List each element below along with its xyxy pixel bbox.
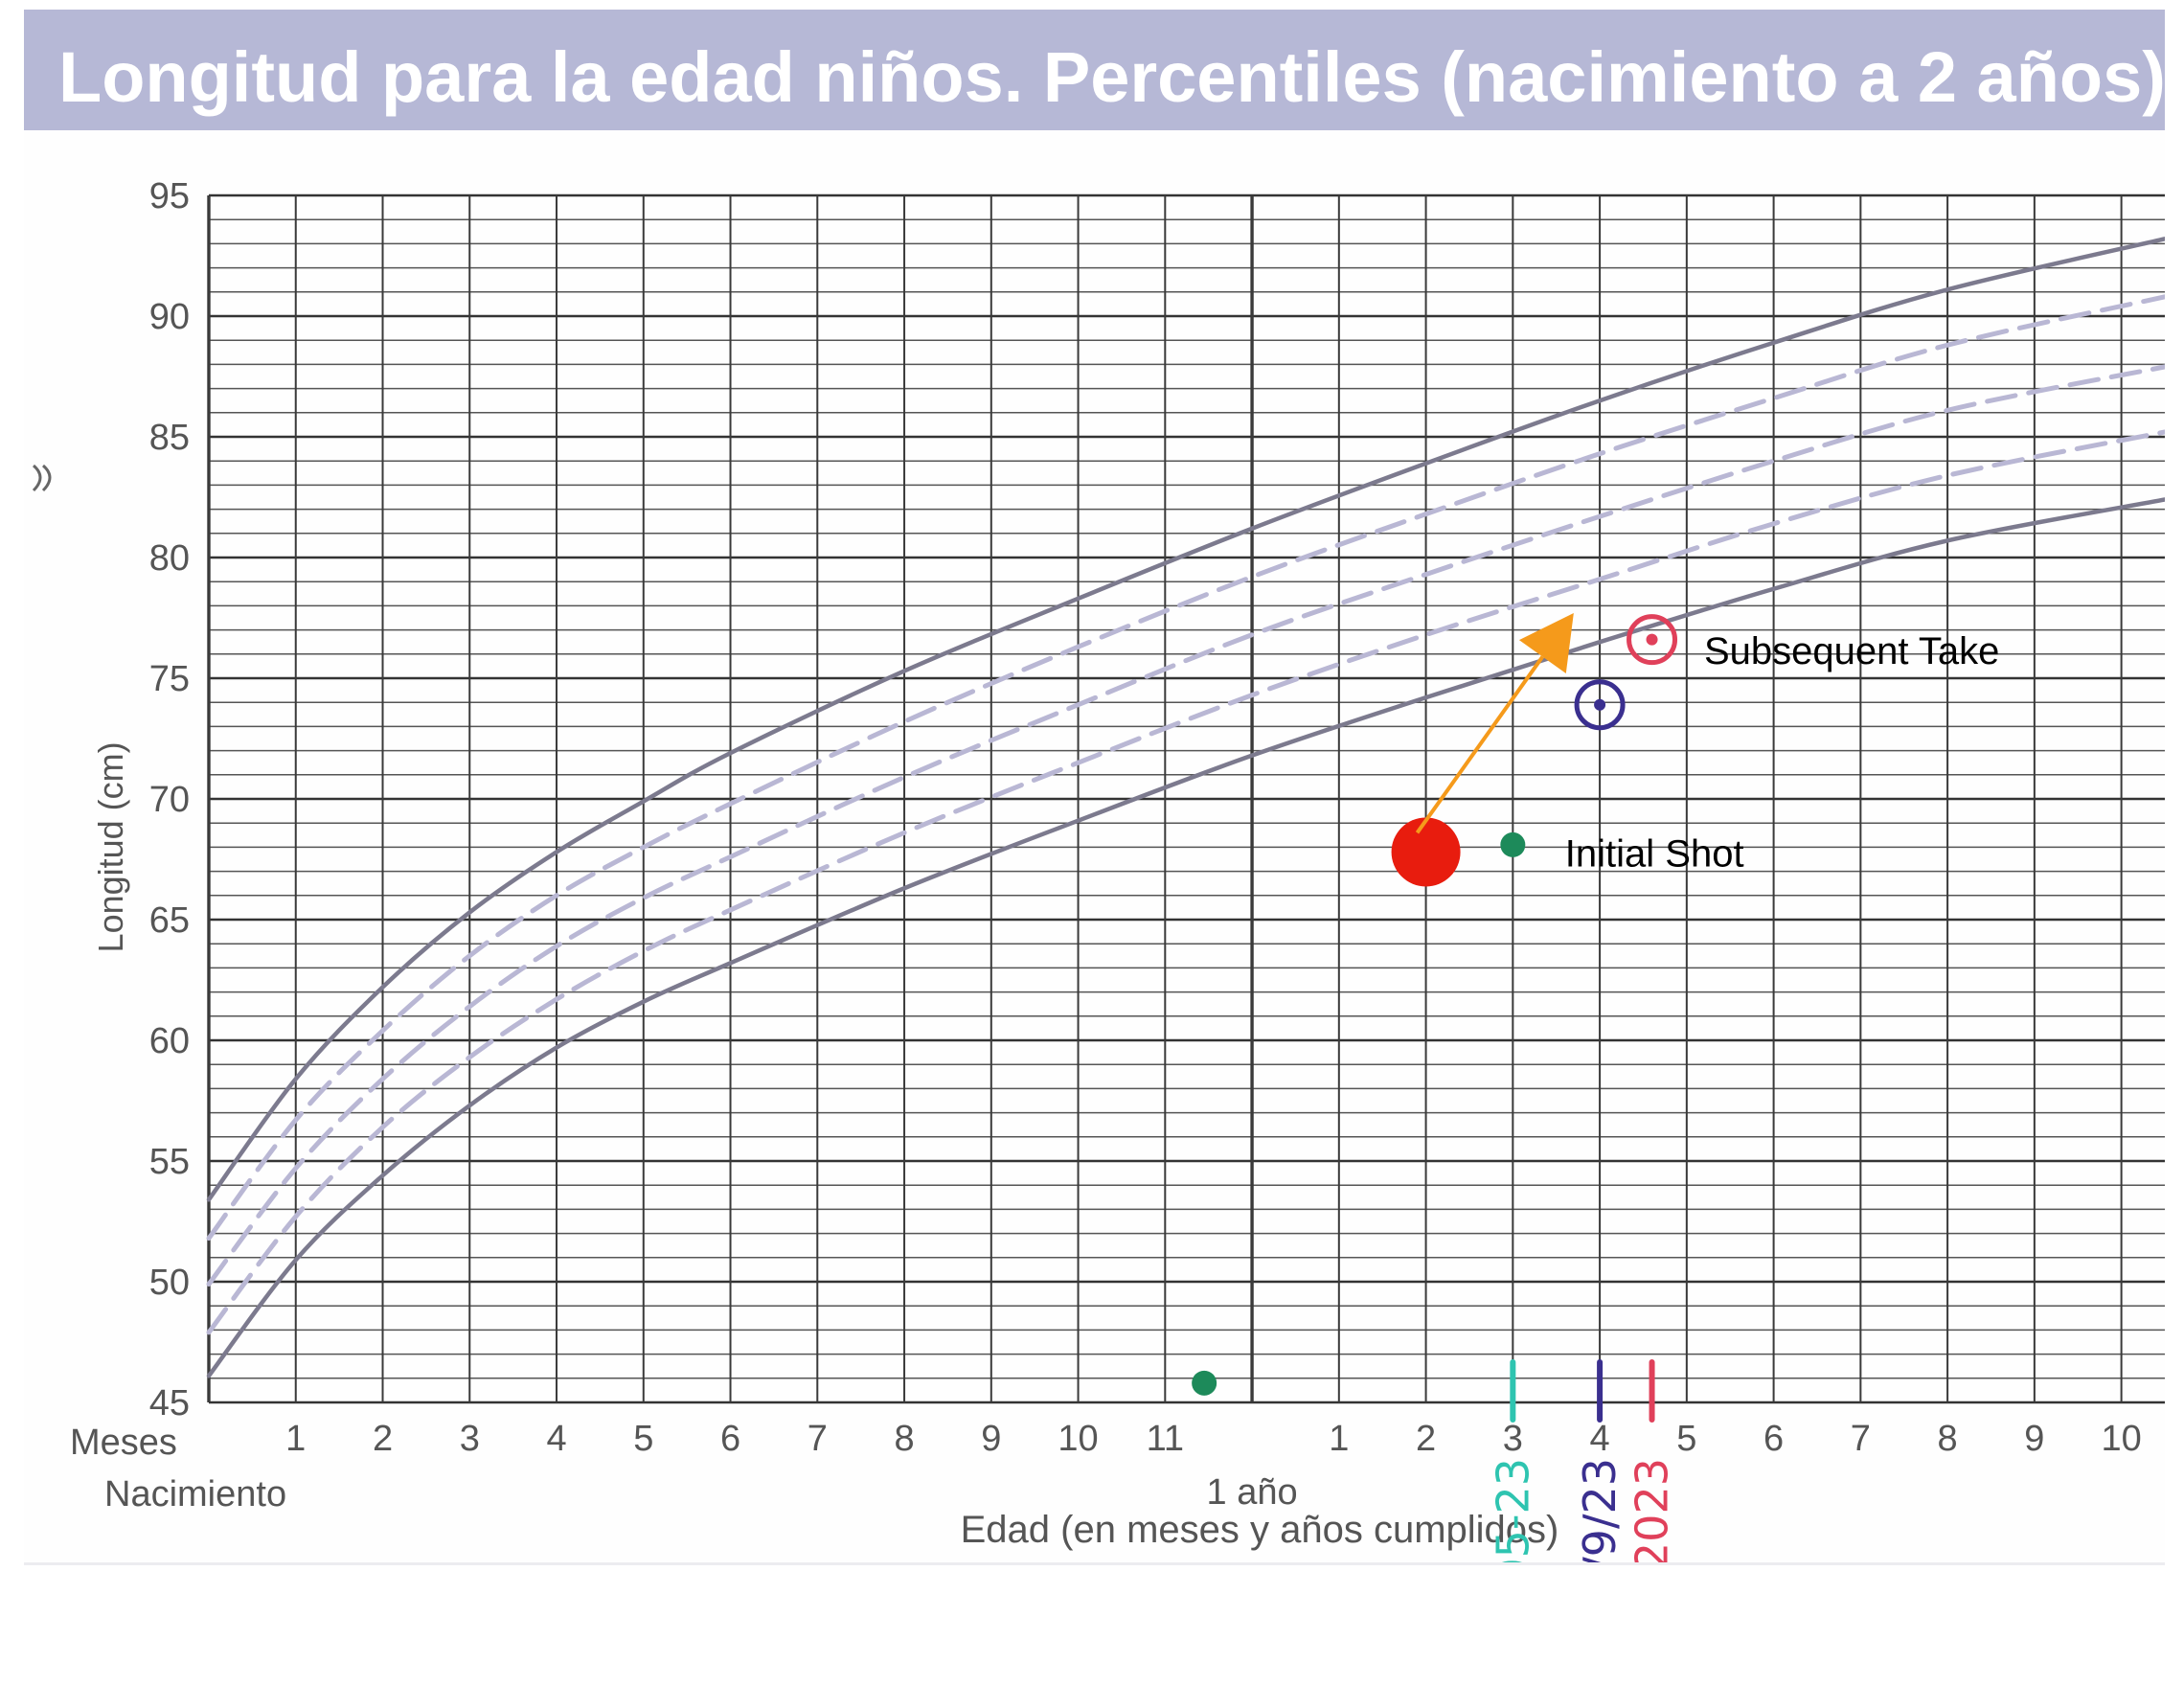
x-tick-label: 5 [633, 1419, 653, 1459]
date-label: 19/9/2023 [1627, 1458, 1678, 1562]
y-tick-label: 50 [149, 1263, 190, 1303]
year-label: 1 año [1207, 1472, 1298, 1513]
x-tick-label: 5 [1676, 1419, 1696, 1459]
title-band: Longitud para la edad niños. Percentiles… [24, 10, 2166, 130]
x-tick-label: 6 [1763, 1419, 1784, 1459]
plotted-point [1646, 633, 1658, 646]
percentile-curve [206, 237, 2165, 1202]
x-tick-label: 11 [1147, 1419, 1184, 1459]
initial-shot-label: Initial Shot [1565, 833, 1744, 876]
x-tick-label: 2 [1416, 1419, 1436, 1459]
date-label: 10-05-23 [1487, 1458, 1538, 1562]
margin-mark [32, 464, 52, 492]
date-label: 05/9/23 [1574, 1458, 1626, 1562]
grid-lines [207, 194, 2165, 1404]
y-axis-title: Longitud (cm) [91, 741, 130, 952]
plotted-point-ring [1574, 679, 1626, 731]
y-tick-label: 60 [149, 1021, 190, 1061]
plotted-point-ring [1627, 614, 1678, 666]
percentile-curves [206, 237, 2165, 1378]
x-tick-label: 9 [2024, 1419, 2044, 1459]
percentile-curve [206, 364, 2165, 1287]
x-tick-label: 3 [1503, 1419, 1523, 1459]
percentile-curve [206, 294, 2165, 1241]
x-tick-label: 1 [1329, 1419, 1349, 1459]
months-row-label: Meses [70, 1423, 177, 1463]
x-tick-label: 8 [1938, 1419, 1958, 1459]
x-tick-label: 10 [1058, 1419, 1098, 1459]
trend-arrow-line [1415, 655, 1544, 834]
handwritten-marks: 10-05-23 05/9/2319/9/2023 [1192, 614, 1678, 1562]
y-tick-label: 55 [149, 1142, 190, 1182]
plotted-point [1594, 698, 1606, 711]
x-tick-label: 7 [808, 1419, 828, 1459]
plotted-point [1500, 831, 1526, 857]
x-tick-label: 8 [894, 1419, 914, 1459]
chart-title: Longitud para la edad niños. Percentiles… [58, 37, 2166, 117]
percentile-curve [206, 429, 2165, 1335]
x-tick-label: 9 [981, 1419, 1001, 1459]
x-tick-label: 3 [460, 1419, 480, 1459]
annotations: Initial Shot Subsequent Take [1391, 612, 1999, 887]
subsequent-take-label: Subsequent Take [1704, 630, 1999, 672]
x-tick-label: 6 [720, 1419, 740, 1459]
initial-shot-marker [1391, 817, 1461, 887]
birth-label: Nacimiento [104, 1474, 286, 1514]
chart-paper: 45 50 55 60 65 70 75 80 85 90 95 1 2 3 4 5 6 7 8 9 10 11 1 2 3 4 5… [24, 130, 2165, 1565]
x-tick-label: 10 [2101, 1419, 2141, 1459]
x-tick-label: 1 [285, 1419, 306, 1459]
y-tick-label: 70 [149, 780, 190, 820]
x-tick-label: 2 [373, 1419, 393, 1459]
y-tick-label: 45 [149, 1383, 190, 1423]
y-tick-label: 85 [149, 418, 190, 458]
x-tick-label: 4 [546, 1419, 566, 1459]
y-tick-label: 90 [149, 297, 190, 337]
y-tick-label: 95 [149, 176, 190, 216]
y-tick-label: 75 [149, 659, 190, 699]
y-tick-label: 65 [149, 900, 190, 941]
percentile-curve [206, 497, 2165, 1378]
trend-arrow-head [1518, 612, 1574, 673]
x-axis-title: Edad (en meses y años cumplidos) [961, 1509, 1559, 1551]
x-tick-label: 4 [1590, 1419, 1610, 1459]
y-tick-label: 80 [149, 538, 190, 579]
x-tick-label: 7 [1851, 1419, 1871, 1459]
plotted-point [1192, 1370, 1217, 1396]
